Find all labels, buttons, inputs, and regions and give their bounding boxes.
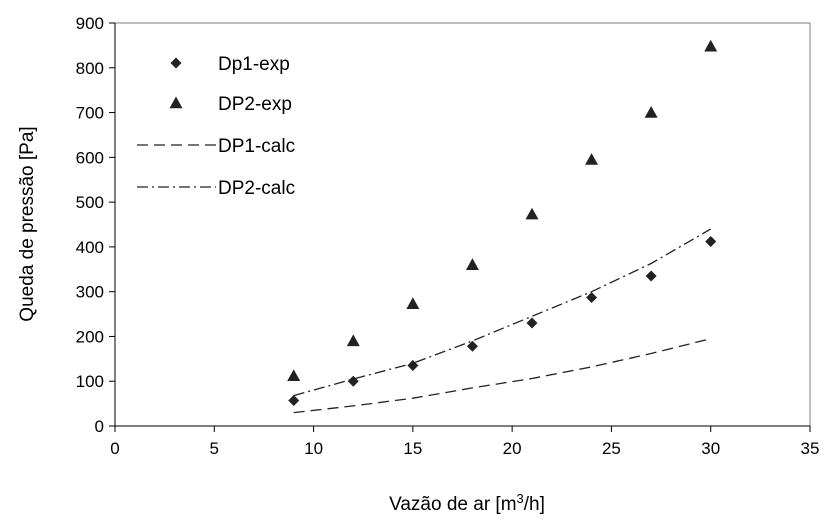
data-point-dp1-exp bbox=[526, 317, 538, 329]
x-tick-label: 15 bbox=[403, 439, 422, 458]
y-tick-label: 500 bbox=[76, 193, 104, 212]
x-tick-label: 20 bbox=[503, 439, 522, 458]
y-axis-title: Queda de pressão [Pa] bbox=[17, 126, 38, 321]
data-point-dp2-exp bbox=[406, 297, 420, 309]
x-tick-label: 30 bbox=[701, 439, 720, 458]
x-tick-label: 10 bbox=[304, 439, 323, 458]
data-point-dp2-exp bbox=[525, 207, 539, 220]
data-point-dp1-exp bbox=[645, 270, 657, 282]
data-point-dp2-exp bbox=[346, 334, 360, 347]
data-point-dp2-exp bbox=[287, 369, 301, 382]
legend-marker-dp2-exp bbox=[169, 96, 183, 109]
data-point-dp2-exp bbox=[644, 106, 658, 118]
y-tick-label: 200 bbox=[76, 327, 104, 346]
legend-label-dp1-calc: DP1-calc bbox=[218, 136, 295, 157]
y-tick-label: 800 bbox=[76, 59, 104, 78]
legend-marker-dp1-exp bbox=[170, 57, 182, 69]
y-tick-label: 300 bbox=[76, 283, 104, 302]
x-tick-label: 25 bbox=[602, 439, 621, 458]
data-point-dp1-exp bbox=[705, 236, 717, 248]
data-point-dp2-exp bbox=[465, 258, 479, 270]
y-tick-label: 600 bbox=[76, 148, 104, 167]
series-line-dp1-calc bbox=[293, 338, 711, 414]
series-line-dp2-calc bbox=[293, 228, 712, 397]
y-tick-label: 900 bbox=[76, 14, 104, 33]
data-point-dp2-exp bbox=[704, 39, 718, 52]
x-tick-label: 35 bbox=[801, 439, 820, 458]
legend-label-dp2-exp: DP2-exp bbox=[218, 94, 292, 115]
legend: Dp1-exp DP2-exp DP1-calc DP2-calc bbox=[137, 54, 295, 199]
x-axis-ticks: 0 5 10 15 20 25 30 35 bbox=[110, 425, 820, 458]
y-tick-label: 700 bbox=[76, 104, 104, 123]
x-axis-title: Vazão de ar [m3/h] bbox=[389, 491, 545, 515]
y-axis-ticks: 0 100 200 300 400 500 600 700 800 900 bbox=[76, 14, 116, 436]
legend-label-dp2-calc: DP2-calc bbox=[218, 178, 295, 199]
x-tick-label: 5 bbox=[210, 439, 219, 458]
x-tick-label: 0 bbox=[110, 439, 119, 458]
y-tick-label: 100 bbox=[76, 372, 104, 391]
y-tick-label: 0 bbox=[95, 417, 104, 436]
y-tick-label: 400 bbox=[76, 238, 104, 257]
data-point-dp1-exp bbox=[288, 394, 300, 406]
series-layer bbox=[287, 39, 718, 414]
data-point-dp2-exp bbox=[585, 153, 599, 165]
data-point-dp1-exp bbox=[586, 291, 598, 303]
data-point-dp1-exp bbox=[466, 340, 478, 352]
legend-label-dp1-exp: Dp1-exp bbox=[218, 54, 290, 75]
plot-area-border bbox=[114, 22, 811, 427]
